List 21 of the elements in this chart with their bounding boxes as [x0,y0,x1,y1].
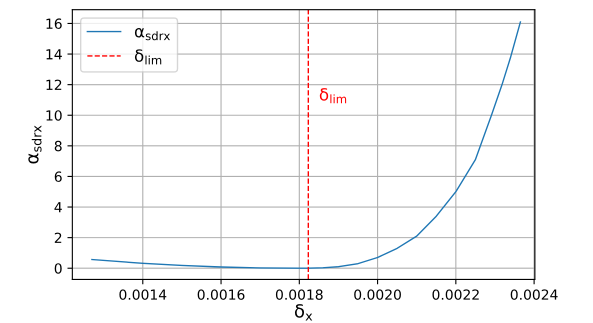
legend-label: α$_{sdrx}$ [134,28,170,40]
y-tick-label: 16 [46,18,62,29]
y-tick-label: 10 [46,110,62,121]
line-series [91,21,522,269]
y-tick-label: 0 [54,263,62,274]
x-axis-title: δ$_{x}$ [294,304,312,320]
x-tick-label: 0.0014 [119,289,166,300]
y-tick-label: 8 [54,140,62,152]
x-tick-label: 0.0016 [198,289,244,300]
y-tick-label: 14 [46,49,62,60]
text: δ$_{lim}$ [134,49,162,64]
x-tick-label: 0.0020 [354,289,401,300]
y-tick-label: 2 [54,232,62,243]
x-tick-label: 0.0022 [432,289,479,300]
y-tick-label: 6 [54,171,62,182]
x-tick-label: 0.0018 [276,289,323,300]
y-tick-label: 4 [54,202,62,212]
y-tick-label: 12 [46,80,62,90]
ref-line-label: δ$_{lim}$ [320,88,346,104]
y-axis-title: α$_{sdrx}$ [28,126,42,164]
x-tick-label: 0.0024 [510,289,558,300]
